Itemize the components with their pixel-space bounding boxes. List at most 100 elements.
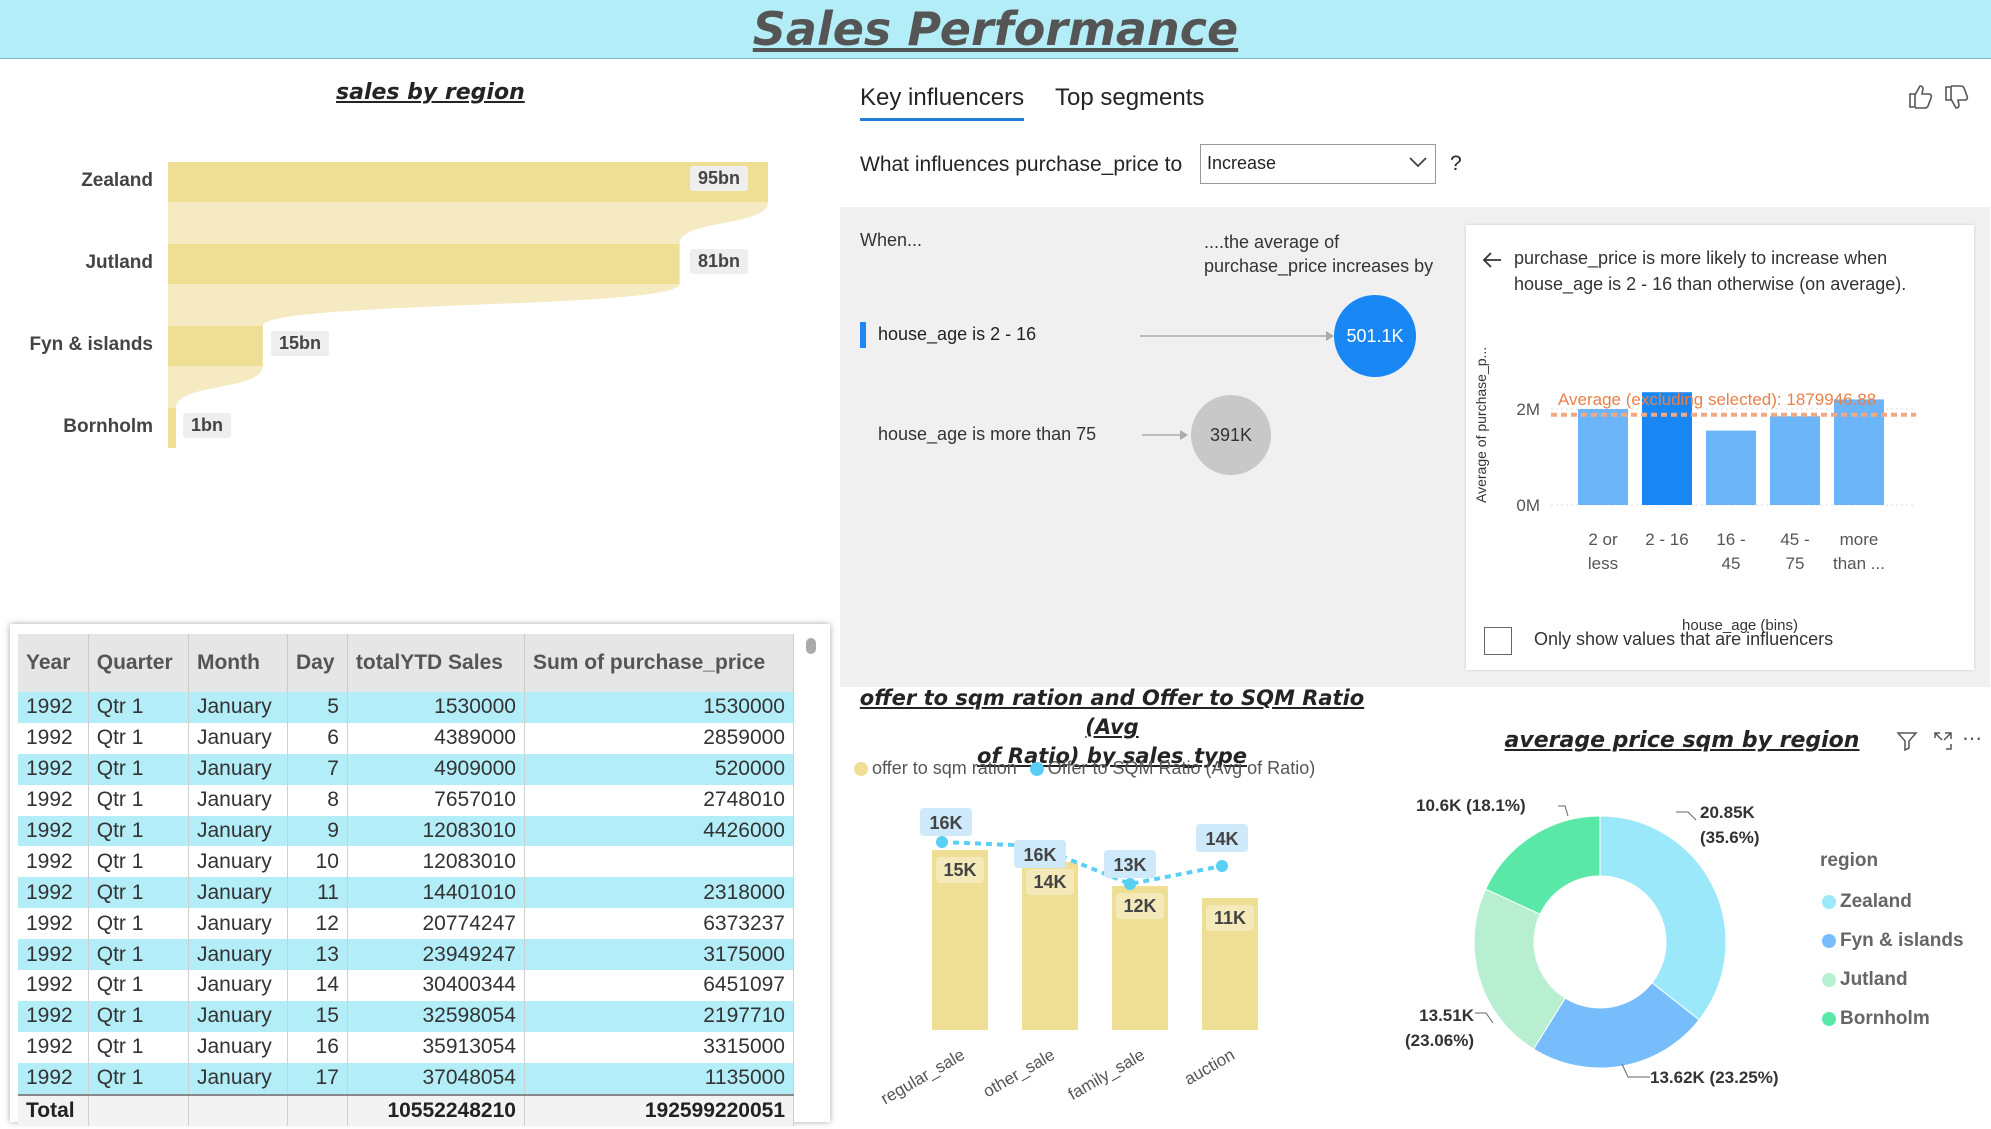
legend-marker-offer <box>854 762 868 777</box>
table-cell: 6 <box>287 722 348 754</box>
legend-offer[interactable]: offer to sqm ration <box>872 758 1017 778</box>
ratio-label: 16K <box>929 813 962 833</box>
table-row[interactable]: 1992 Qtr 1 January 14 30400344 6451097 <box>18 970 795 1001</box>
back-arrow-icon[interactable] <box>1482 251 1502 269</box>
legend-marker <box>1822 1011 1836 1026</box>
table-cell: Qtr 1 <box>88 908 189 940</box>
offer-x-tick: regular_sale <box>877 1045 968 1108</box>
data-label-fyn: 15bn <box>271 331 330 356</box>
legend-label: Jutland <box>1840 969 1908 990</box>
legend-label: Bornholm <box>1840 1008 1930 1029</box>
total-cell: Total <box>18 1093 89 1127</box>
data-label-jutland: 81bn <box>690 249 749 274</box>
table-cell: January <box>188 722 288 754</box>
legend-ratio[interactable]: Offer to SQM Ratio (Avg of Ratio) <box>1047 758 1316 778</box>
ratio-label-bg <box>1196 824 1248 852</box>
influencer-label-2[interactable]: house_age is more than 75 <box>878 424 1097 444</box>
legend-label: Zealand <box>1840 891 1912 912</box>
table-cell: 1992 <box>18 939 89 971</box>
total-cell <box>188 1093 288 1127</box>
column-header[interactable]: Month <box>188 634 288 692</box>
detail-description: purchase_price is more likely to increas… <box>1514 248 1907 294</box>
donut-legend-item[interactable]: Zealand <box>1822 882 1964 921</box>
table-cell: Qtr 1 <box>88 784 189 816</box>
table-row[interactable]: 1992 Qtr 1 January 5 1530000 1530000 <box>18 692 795 723</box>
table-row[interactable]: 1992 Qtr 1 January 11 14401010 2318000 <box>18 877 795 909</box>
table-cell: 1992 <box>18 1062 89 1095</box>
table-cell: Qtr 1 <box>88 815 189 847</box>
column-header[interactable]: Year <box>18 634 89 692</box>
thumbs-down-icon[interactable] <box>1942 84 1970 112</box>
influencer-only-checkbox[interactable] <box>1484 627 1512 655</box>
offer-bar-label-bg <box>1116 893 1164 919</box>
detail-x-tick: than ... <box>1833 554 1885 573</box>
donut-legend-item[interactable]: Bornholm <box>1822 999 1964 1038</box>
influencer-label-1[interactable]: house_age is 2 - 16 <box>878 324 1037 344</box>
offer-combo-chart: 15K 14K 12K 11K 16K 16K 13K 14K regular_sale othe… <box>877 808 1258 1108</box>
donut-legend-item[interactable]: Fyn & islands <box>1822 921 1964 960</box>
focus-mode-icon[interactable] <box>1932 730 1954 752</box>
table-row[interactable]: 1992 Qtr 1 January 17 37048054 1135000 <box>18 1062 795 1095</box>
detail-x-tick: 75 <box>1786 554 1805 573</box>
table-row[interactable]: 1992 Qtr 1 January 13 23949247 3175000 <box>18 939 795 971</box>
table-cell: 4389000 <box>347 722 525 754</box>
table-cell: Qtr 1 <box>88 846 189 878</box>
ratio-label: 14K <box>1205 829 1238 849</box>
table-cell: 15 <box>287 1000 348 1032</box>
table-row[interactable]: 1992 Qtr 1 January 12 20774247 6373237 <box>18 908 795 940</box>
donut-legend-item[interactable]: Jutland <box>1822 960 1964 999</box>
thumbs-up-icon[interactable] <box>1906 82 1934 110</box>
ratio-point-3 <box>1216 860 1228 872</box>
influencer-bubble-2[interactable]: 391K <box>1191 395 1271 475</box>
table-cell: Qtr 1 <box>88 1062 189 1095</box>
avg-increase-label: ....the average of purchase_price increa… <box>1204 232 1434 276</box>
influence-dropdown[interactable]: Increase <box>1200 144 1436 184</box>
when-label: When... <box>860 230 923 250</box>
table-row[interactable]: 1992 Qtr 1 January 9 12083010 4426000 <box>18 815 795 847</box>
region-label-bornholm: Bornholm <box>63 416 153 437</box>
table-row[interactable]: 1992 Qtr 1 January 16 35913054 3315000 <box>18 1031 795 1063</box>
column-header[interactable]: totalYTD Sales <box>347 634 525 692</box>
influencer-bubble-1[interactable]: 501.1K <box>1334 295 1416 377</box>
filter-icon[interactable] <box>1896 730 1918 752</box>
table-cell: January <box>188 846 288 878</box>
column-header[interactable]: Quarter <box>88 634 189 692</box>
table-cell: 2859000 <box>524 722 795 754</box>
tab-top-segments[interactable]: Top segments <box>1055 84 1205 111</box>
column-header[interactable]: Day <box>287 634 348 692</box>
donut-label-jutland-value: 13.51K <box>1419 1006 1474 1025</box>
ratio-label-bg <box>920 808 972 836</box>
offer-x-tick: other_sale <box>980 1045 1058 1101</box>
table-cell: 1992 <box>18 722 89 754</box>
table-cell: 3175000 <box>524 939 795 971</box>
table-cell: January <box>188 784 288 816</box>
table-row[interactable]: 1992 Qtr 1 January 6 4389000 2859000 <box>18 722 795 754</box>
detail-bar-chart: 2M 0M 2 or less 2 - 16 16 - 45 45 - 75 more than .… <box>1516 390 1916 573</box>
table-row[interactable]: 1992 Qtr 1 January 15 32598054 2197710 <box>18 1000 795 1032</box>
donut-label-jutland-pct: (23.06%) <box>1405 1031 1474 1050</box>
page-title-bar <box>0 0 1991 59</box>
detail-x-tick: 2 or <box>1588 530 1618 549</box>
donut-legend-title: region <box>1820 850 1879 871</box>
table-row[interactable]: 1992 Qtr 1 January 8 7657010 2748010 <box>18 784 795 816</box>
table-cell: 1992 <box>18 1000 89 1032</box>
table-cell: January <box>188 908 288 940</box>
tab-key-influencers[interactable]: Key influencers <box>860 84 1025 121</box>
offer-chart-legend: offer to sqm ration Offer to SQM Ratio (… <box>854 758 1315 779</box>
donut-label-zealand: 20.85K (35.6%) <box>1700 800 1760 850</box>
chevron-down-icon <box>1409 157 1427 168</box>
detail-x-tick: 2 - 16 <box>1645 530 1688 549</box>
table-row[interactable]: 1992 Qtr 1 January 10 12083010 <box>18 846 795 878</box>
table-cell: 1992 <box>18 753 89 785</box>
table-cell: Qtr 1 <box>88 877 189 909</box>
selected-indicator <box>860 322 866 348</box>
column-header[interactable]: Sum of purchase_price <box>524 634 795 692</box>
table-row[interactable]: 1992 Qtr 1 January 7 4909000 520000 <box>18 753 795 785</box>
table-cell: 6451097 <box>524 970 795 1001</box>
funnel-bar-zealand <box>168 162 768 202</box>
ratio-label-bg <box>1104 850 1156 878</box>
table-cell: 2748010 <box>524 784 795 816</box>
more-options-icon[interactable]: ⋯ <box>1962 726 1982 750</box>
region-label-zealand: Zealand <box>81 170 153 191</box>
table-scrollbar[interactable] <box>806 638 816 654</box>
